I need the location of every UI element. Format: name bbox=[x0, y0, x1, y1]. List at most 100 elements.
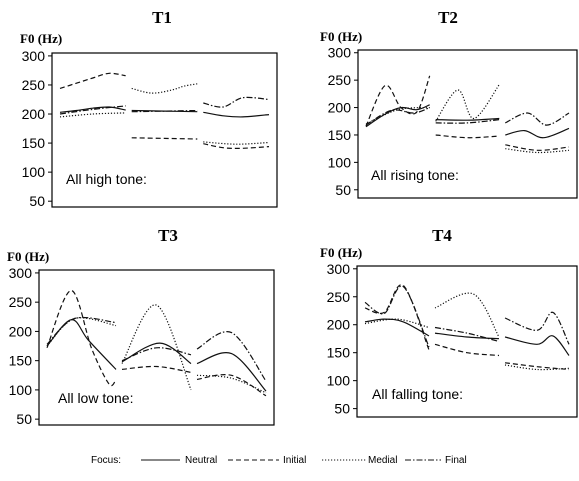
series-line-initial bbox=[131, 137, 198, 140]
plot-lines bbox=[364, 284, 570, 371]
series-line-medial bbox=[59, 112, 126, 118]
series-line-medial bbox=[203, 141, 270, 145]
y-tick-label: 100 bbox=[328, 154, 352, 170]
series-line-initial bbox=[435, 134, 500, 139]
plot-lines bbox=[46, 289, 267, 397]
tone-annotation: All rising tone: bbox=[371, 167, 459, 183]
y-tick-label: 100 bbox=[9, 382, 33, 398]
chart-title: T3 bbox=[158, 226, 178, 245]
legend-item-medial: Medial bbox=[368, 455, 397, 466]
series-line-final bbox=[196, 331, 267, 382]
series-line-neutral bbox=[435, 117, 500, 121]
series-line-medial bbox=[131, 83, 198, 94]
series-line-neutral bbox=[59, 106, 126, 113]
plot-frame bbox=[51, 52, 278, 208]
y-tick-label: 250 bbox=[328, 72, 352, 88]
series-line-initial bbox=[59, 72, 126, 89]
series-line-final bbox=[121, 347, 192, 362]
y-tick-label: 300 bbox=[328, 45, 352, 61]
series-line-neutral bbox=[364, 318, 430, 337]
y-axis: 50 100 150 200 250 300 bbox=[9, 265, 39, 427]
plot-lines bbox=[59, 72, 270, 150]
series-line-medial bbox=[504, 364, 570, 371]
legend-title: Focus: bbox=[91, 455, 121, 466]
y-tick-label: 50 bbox=[29, 193, 45, 209]
y-tick-label: 300 bbox=[327, 261, 351, 277]
plot-frame bbox=[357, 49, 578, 199]
y-axis: 50 100 150 200 250 300 bbox=[327, 261, 357, 417]
series-line-final bbox=[203, 96, 270, 108]
series-line-neutral bbox=[121, 342, 192, 365]
y-tick-label: 150 bbox=[328, 127, 352, 143]
series-line-final bbox=[365, 107, 430, 126]
tone-annotation: All low tone: bbox=[58, 390, 133, 406]
y-tick-label: 150 bbox=[9, 353, 33, 369]
y-tick-label: 200 bbox=[327, 317, 351, 333]
y-tick-label: 200 bbox=[9, 323, 33, 339]
y-axis-label: F0 (Hz) bbox=[320, 29, 362, 44]
legend-item-neutral: Neutral bbox=[185, 455, 217, 466]
y-tick-label: 250 bbox=[9, 294, 33, 310]
tone-annotation: All high tone: bbox=[66, 171, 147, 187]
y-tick-label: 100 bbox=[327, 373, 351, 389]
plot-frame bbox=[38, 269, 275, 426]
series-line-final bbox=[46, 316, 117, 345]
series-line-initial bbox=[196, 374, 267, 397]
chart-panel-t2: T2 F0 (Hz) 50 100 150 200 250 300 All rising … bbox=[320, 8, 578, 199]
tone-annotation: All falling tone: bbox=[372, 386, 463, 402]
series-line-final bbox=[59, 105, 126, 115]
y-tick-label: 150 bbox=[22, 135, 46, 151]
legend-item-final: Final bbox=[445, 455, 467, 466]
series-line-medial bbox=[435, 84, 500, 122]
series-line-initial bbox=[364, 284, 430, 351]
chart-panel-t3: T3 F0 (Hz) 50 100 150 200 250 300 All low ton… bbox=[7, 226, 275, 427]
y-axis-label: F0 (Hz) bbox=[20, 31, 62, 46]
series-line-final bbox=[364, 285, 430, 348]
series-line-medial bbox=[364, 318, 430, 329]
series-line-neutral bbox=[131, 109, 198, 113]
series-line-final bbox=[434, 326, 500, 343]
series-line-neutral bbox=[505, 127, 570, 139]
y-axis-label: F0 (Hz) bbox=[7, 249, 49, 264]
chart-title: T1 bbox=[152, 8, 172, 27]
series-line-initial bbox=[434, 343, 500, 357]
series-line-final bbox=[505, 112, 570, 126]
y-tick-label: 250 bbox=[327, 289, 351, 305]
series-line-medial bbox=[196, 374, 267, 394]
chart-panel-t1: T1 F0 (Hz) 50 100 150 200 250 300 All high to… bbox=[20, 8, 278, 209]
y-tick-label: 250 bbox=[22, 77, 46, 93]
y-tick-label: 50 bbox=[335, 182, 351, 198]
y-axis: 50 100 150 200 250 300 bbox=[328, 45, 358, 198]
chart-panel-t4: T4 F0 (Hz) 50 100 150 200 250 300 All falling… bbox=[320, 226, 578, 418]
series-line-medial bbox=[121, 304, 192, 391]
series-line-initial bbox=[365, 75, 431, 127]
y-axis-label: F0 (Hz) bbox=[320, 245, 362, 260]
series-line-final bbox=[504, 311, 570, 345]
y-tick-label: 100 bbox=[22, 164, 46, 180]
y-tick-label: 200 bbox=[328, 100, 352, 116]
plot-frame bbox=[356, 265, 578, 418]
y-tick-label: 50 bbox=[334, 401, 350, 417]
series-line-neutral bbox=[434, 332, 500, 340]
y-tick-label: 300 bbox=[9, 265, 33, 281]
series-line-final bbox=[131, 109, 198, 113]
series-line-neutral bbox=[196, 352, 267, 392]
series-line-medial bbox=[434, 292, 500, 338]
chart-legend: Focus: Neutral Initial Medial Final bbox=[91, 455, 467, 466]
legend-item-initial: Initial bbox=[283, 455, 306, 466]
y-axis: 50 100 150 200 250 300 bbox=[22, 48, 52, 209]
series-line-initial bbox=[505, 144, 570, 151]
series-line-initial bbox=[121, 365, 192, 373]
series-line-neutral bbox=[504, 335, 570, 356]
series-line-final bbox=[435, 119, 500, 124]
y-tick-label: 50 bbox=[16, 411, 32, 427]
series-line-neutral bbox=[203, 111, 270, 118]
y-tick-label: 200 bbox=[22, 106, 46, 122]
plot-lines bbox=[365, 75, 570, 154]
y-tick-label: 300 bbox=[22, 48, 46, 64]
series-line-initial bbox=[203, 143, 270, 150]
series-line-neutral bbox=[46, 319, 117, 370]
chart-title: T4 bbox=[432, 226, 452, 245]
y-tick-label: 150 bbox=[327, 345, 351, 361]
